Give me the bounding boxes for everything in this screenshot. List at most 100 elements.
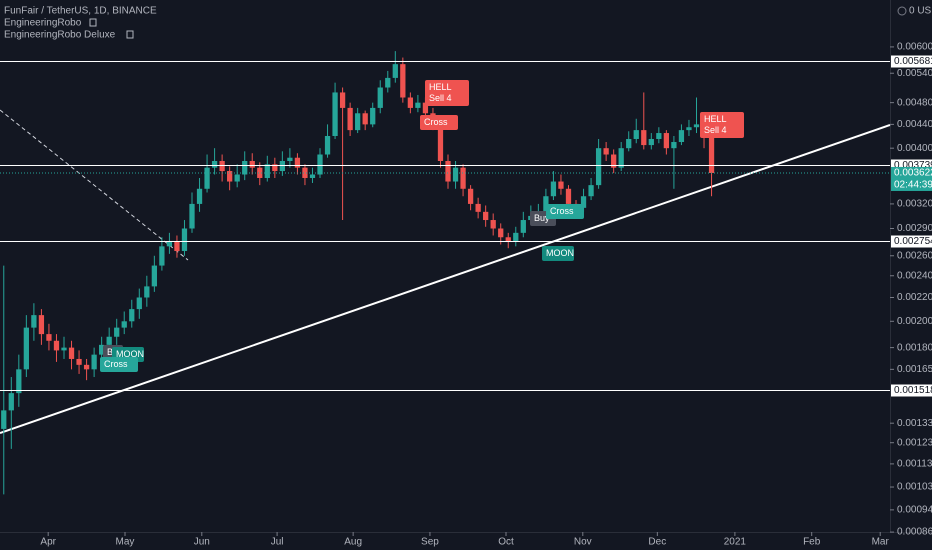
balance-icon (897, 6, 907, 16)
x-tick-label: Dec (648, 537, 666, 548)
indicator-icon[interactable] (126, 30, 134, 39)
annotation-text: Cross (550, 206, 574, 216)
candle-body (648, 138, 654, 146)
balance: 0 USDT (909, 6, 932, 17)
annotation-box (100, 357, 138, 372)
annotation-box (700, 112, 744, 138)
candle-body (279, 160, 285, 172)
candle-body (91, 354, 97, 370)
trend-line-dashed (0, 109, 189, 261)
candle-body (385, 77, 391, 88)
level-label: 0.001518 (894, 385, 932, 396)
candle-body (663, 133, 670, 149)
candle-body (272, 164, 278, 172)
candle-body (181, 228, 188, 252)
candle-body (46, 334, 52, 341)
trend-line (0, 124, 891, 434)
indicator-name[interactable]: EngineeringRobo Deluxe (4, 30, 116, 41)
candle-body (641, 130, 647, 146)
x-tick-label: Jun (194, 537, 210, 548)
level-label-box (891, 384, 932, 397)
candle-body (355, 113, 361, 131)
candle-body (83, 364, 90, 370)
candle-body (520, 220, 526, 233)
candle-body (686, 127, 692, 131)
x-tick-label: Mar (872, 537, 890, 548)
candle-body (437, 124, 444, 161)
candle-body (23, 327, 29, 370)
candle-body (362, 113, 368, 125)
candle-body (543, 196, 549, 212)
x-tick-label: Aug (344, 537, 362, 548)
candle-body (467, 188, 474, 204)
candle-body (445, 160, 451, 182)
candle-body (324, 135, 331, 155)
countdown: 02:44:39 (894, 180, 932, 191)
candle-body (407, 97, 413, 108)
y-tick-label: 0.000860 (897, 527, 932, 538)
candle-body (8, 393, 14, 411)
x-tick-label: Jul (271, 537, 284, 548)
candle-body (16, 369, 22, 394)
x-tick-label: Oct (498, 537, 514, 548)
candle-body (595, 148, 602, 186)
level-label-box (891, 55, 932, 68)
candle-body (294, 157, 301, 168)
candle-body (483, 211, 489, 221)
candle-body (159, 246, 165, 266)
candle-body (332, 92, 338, 136)
candle-body (565, 188, 572, 204)
candle-body (196, 188, 203, 204)
candle-body (61, 347, 67, 351)
candle-body (249, 160, 255, 168)
x-tick-label: Feb (803, 537, 821, 548)
candle-body (76, 358, 82, 365)
candle-body (204, 167, 210, 189)
candle-body (558, 181, 564, 189)
candle-body (114, 327, 120, 337)
candle-body (671, 142, 677, 149)
x-tick-label: Sep (421, 537, 439, 548)
indicator-name[interactable]: EngineeringRobo (4, 18, 82, 29)
candle-body (68, 347, 75, 359)
candle-body (633, 130, 639, 139)
annotation-text: HELL (704, 114, 727, 124)
candle-body (626, 138, 632, 149)
x-tick-label: 2021 (724, 537, 747, 548)
candle-body (339, 92, 346, 108)
symbol-title[interactable]: FunFair / TetherUS, 1D, BINANCE (4, 6, 157, 17)
candle-body (317, 154, 323, 175)
candle-body (611, 154, 617, 168)
annotation-box (425, 80, 469, 106)
annotation-box (420, 115, 458, 130)
last-price-box (891, 166, 932, 191)
candle-body (309, 174, 316, 178)
annotation-text: MOON (546, 248, 574, 258)
candle-body (618, 148, 624, 168)
candle-body (656, 133, 662, 139)
candle-body (475, 203, 481, 212)
candle-body (166, 241, 173, 247)
candle-body (377, 87, 383, 108)
indicator-icon[interactable] (89, 18, 97, 27)
candle-body (264, 164, 270, 178)
candle-body (174, 241, 180, 252)
candle-body (136, 297, 142, 310)
candle-body (452, 167, 459, 182)
level-label: 0.005681 (894, 56, 932, 67)
candle-body (588, 185, 594, 197)
x-tick-label: Nov (574, 537, 592, 548)
